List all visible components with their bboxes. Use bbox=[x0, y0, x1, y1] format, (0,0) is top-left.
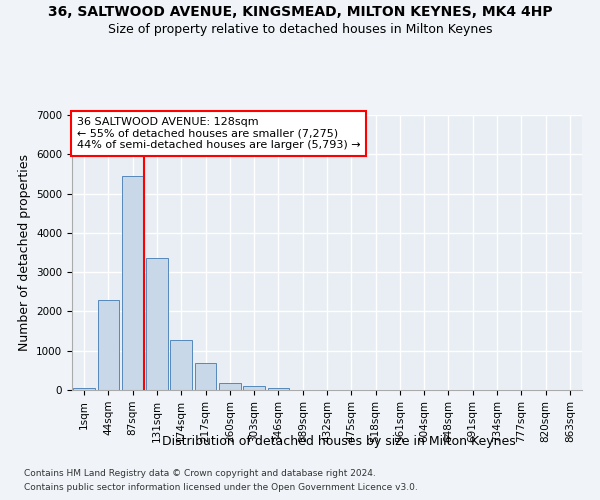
Bar bbox=[146, 258, 168, 390]
Text: Size of property relative to detached houses in Milton Keynes: Size of property relative to detached ho… bbox=[108, 22, 492, 36]
Bar bbox=[73, 388, 95, 390]
Bar bbox=[122, 176, 143, 390]
Bar bbox=[194, 364, 217, 390]
Text: 36 SALTWOOD AVENUE: 128sqm
← 55% of detached houses are smaller (7,275)
44% of s: 36 SALTWOOD AVENUE: 128sqm ← 55% of deta… bbox=[77, 117, 361, 150]
Text: Contains public sector information licensed under the Open Government Licence v3: Contains public sector information licen… bbox=[24, 484, 418, 492]
Text: 36, SALTWOOD AVENUE, KINGSMEAD, MILTON KEYNES, MK4 4HP: 36, SALTWOOD AVENUE, KINGSMEAD, MILTON K… bbox=[47, 5, 553, 19]
Bar bbox=[243, 386, 265, 390]
Bar bbox=[97, 300, 119, 390]
Bar bbox=[268, 388, 289, 390]
Bar bbox=[219, 384, 241, 390]
Bar bbox=[170, 340, 192, 390]
Text: Contains HM Land Registry data © Crown copyright and database right 2024.: Contains HM Land Registry data © Crown c… bbox=[24, 468, 376, 477]
Y-axis label: Number of detached properties: Number of detached properties bbox=[17, 154, 31, 351]
Text: Distribution of detached houses by size in Milton Keynes: Distribution of detached houses by size … bbox=[162, 435, 516, 448]
